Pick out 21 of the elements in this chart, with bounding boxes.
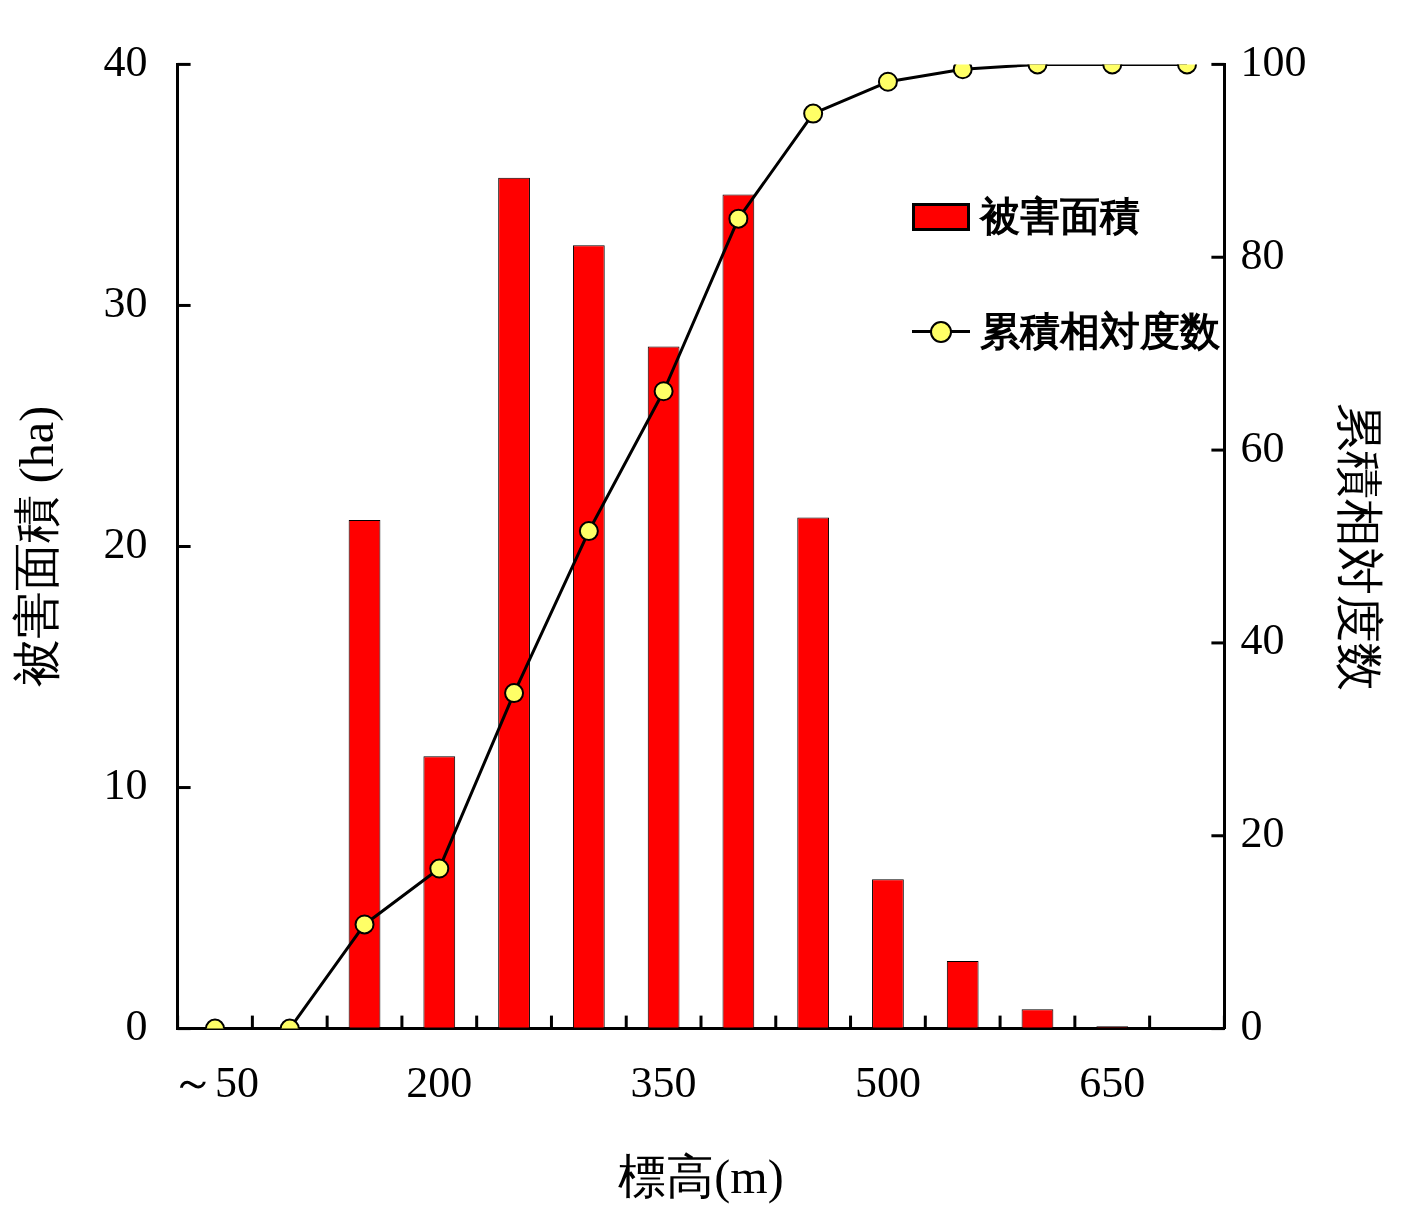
y2-tick-label: 40	[1240, 615, 1285, 665]
y2-tick-label: 60	[1240, 422, 1285, 472]
x-tick-label: ～50	[170, 1057, 259, 1107]
legend-label: 累積相対度数	[980, 308, 1221, 357]
x-tick-label: 650	[1079, 1057, 1146, 1107]
y-axis-title: 被害面積 (ha)	[10, 405, 65, 688]
x-axis-title: 標高(m)	[618, 1149, 784, 1204]
x-tick-label: 350	[630, 1057, 697, 1107]
legend-label: 被害面積	[980, 193, 1141, 242]
y2-tick-label: 80	[1240, 229, 1285, 279]
y2-tick-label: 100	[1240, 36, 1307, 86]
y-tick-label: 40	[103, 36, 148, 86]
x-tick-label: 500	[854, 1057, 921, 1107]
y-tick-label: 10	[103, 760, 148, 810]
y-tick-label: 20	[103, 519, 148, 569]
y2-axis-title: 累積相対度数	[1332, 402, 1386, 691]
y2-tick-label: 20	[1240, 808, 1285, 858]
x-tick-label: 200	[406, 1057, 473, 1107]
y-tick-label: 30	[103, 278, 148, 328]
y-tick-label: 0	[125, 1001, 148, 1051]
y2-tick-label: 0	[1240, 1001, 1263, 1051]
